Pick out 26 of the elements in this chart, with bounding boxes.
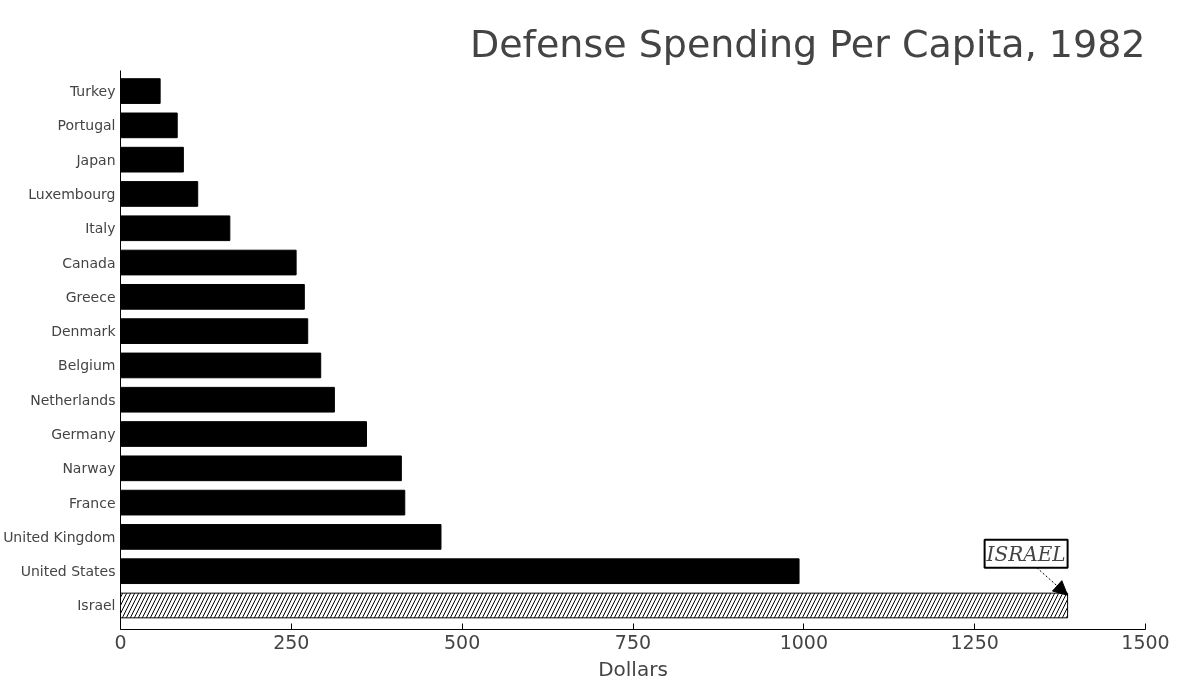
y-tick-label: Portugal [57,117,116,134]
x-axis-title: Dollars [598,656,668,681]
x-tick-label: 1500 [1121,630,1170,653]
y-tick-label: United States [20,563,116,580]
y-tick-label: Israel [77,597,116,614]
y-tick-label: France [68,494,116,511]
y-tick-label: Canada [62,254,116,271]
annotation: ISRAEL [985,541,1066,566]
y-tick-label: Luxembourg [28,185,116,202]
x-tick-label: 750 [614,630,652,653]
x-tick-label: 1000 [779,630,829,653]
x-tick-label: 250 [273,630,310,653]
x-tick-label: 500 [444,630,481,653]
y-tick-label: Belgium [58,357,116,374]
y-tick-label: Greece [65,288,116,305]
y-tick-label: Netherlands [30,391,116,408]
y-tick-label: Japan [75,151,116,168]
y-tick-label: Italy [85,220,116,237]
y-tick-label: Turkey [68,83,116,100]
x-tick-label: 1250 [950,630,999,653]
y-tick-label: Denmark [51,323,117,340]
y-tick-label: United Kingdom [3,528,116,545]
chart-title: Defense Spending Per Capita, 1982 [469,21,1146,66]
y-tick-label: Germany [51,426,116,443]
x-tick-label: 0 [114,630,127,653]
y-tick-label: Narway [62,460,116,477]
